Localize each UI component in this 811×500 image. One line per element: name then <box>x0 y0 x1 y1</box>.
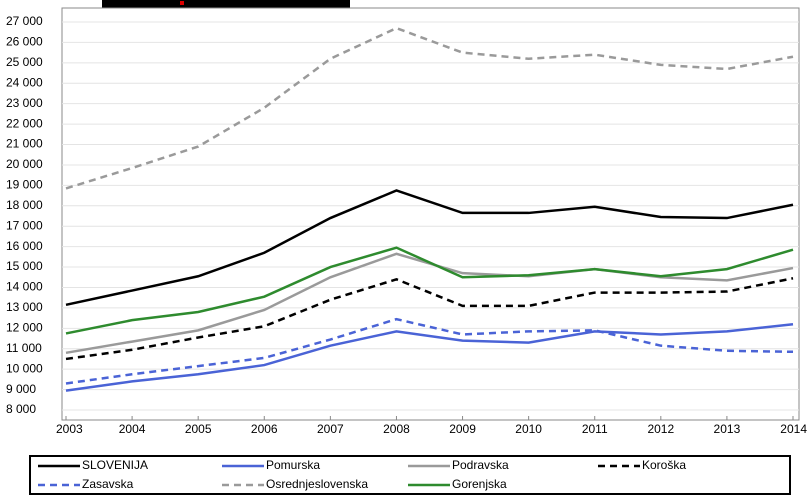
x-tick-label: 2013 <box>714 422 741 436</box>
y-tick-label: 14 000 <box>6 280 43 294</box>
title-mark <box>180 1 184 5</box>
x-tick-label: 2010 <box>515 422 542 436</box>
legend-label: Pomurska <box>266 458 320 472</box>
y-tick-label: 27 000 <box>6 14 43 28</box>
y-tick-label: 20 000 <box>6 157 43 171</box>
y-tick-label: 19 000 <box>6 178 43 192</box>
series-line <box>65 322 794 392</box>
x-tick-label: 2005 <box>185 422 212 436</box>
legend-label: SLOVENIJA <box>82 458 148 472</box>
x-tick-label: 2004 <box>119 422 146 436</box>
y-tick-label: 12 000 <box>6 320 43 334</box>
y-tick-label: 25 000 <box>6 55 43 69</box>
legend-label: Podravska <box>452 458 509 472</box>
y-tick-label: 15 000 <box>6 259 43 273</box>
y-tick-label: 13 000 <box>6 300 43 314</box>
y-tick-label: 17 000 <box>6 218 43 232</box>
y-tick-label: 26 000 <box>6 35 43 49</box>
y-tick-label: 22 000 <box>6 116 43 130</box>
series-line <box>65 277 794 361</box>
x-tick-label: 2003 <box>56 422 83 436</box>
y-tick-label: 10 000 <box>6 361 43 375</box>
y-tick-label: 23 000 <box>6 96 43 110</box>
x-tick-label: 2006 <box>251 422 278 436</box>
legend-label: Zasavska <box>82 477 134 491</box>
legend-label: Gorenjska <box>452 477 507 491</box>
x-tick-label: 2008 <box>383 422 410 436</box>
y-tick-label: 21 000 <box>6 137 43 151</box>
series-line <box>65 189 794 307</box>
series-line <box>65 317 794 385</box>
x-tick-label: 2009 <box>449 422 476 436</box>
x-tick-label: 2014 <box>780 422 807 436</box>
plot-area <box>61 7 800 421</box>
cropped-title-bar <box>102 0 350 8</box>
x-tick-label: 2011 <box>582 422 608 436</box>
legend-label: Osrednjeslovenska <box>266 477 368 491</box>
y-tick-label: 11 000 <box>6 341 42 355</box>
x-tick-label: 2007 <box>317 422 344 436</box>
x-tick-label: 2012 <box>647 422 674 436</box>
legend <box>29 455 791 495</box>
series-line <box>65 246 794 335</box>
y-tick-label: 16 000 <box>6 239 43 253</box>
series-line <box>65 26 794 190</box>
y-tick-label: 18 000 <box>6 198 43 212</box>
y-tick-label: 24 000 <box>6 75 43 89</box>
legend-label: Koroška <box>642 458 686 472</box>
y-tick-label: 8 000 <box>6 402 36 416</box>
y-tick-label: 9 000 <box>6 382 36 396</box>
